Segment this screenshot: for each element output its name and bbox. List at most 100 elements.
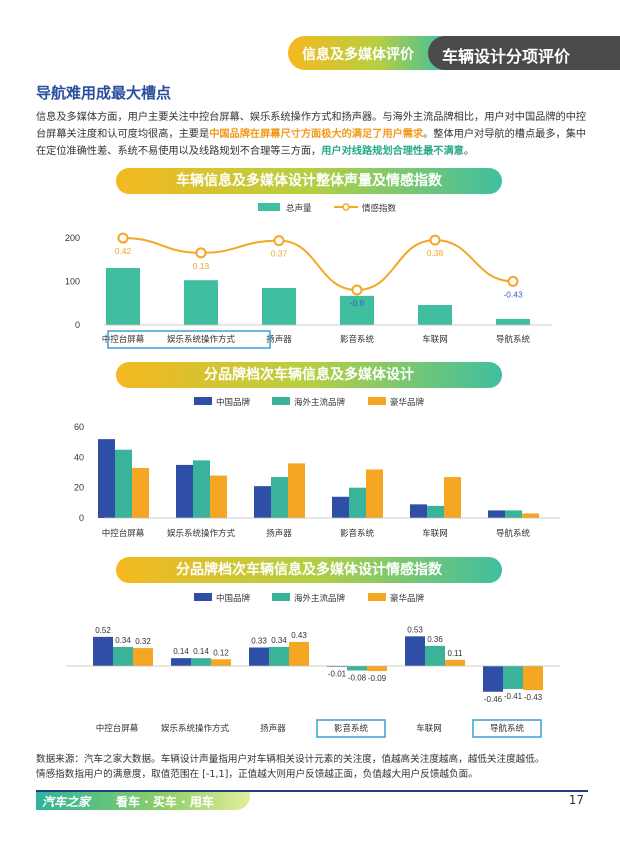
data-label: 0.36 — [427, 635, 443, 644]
footer-divider — [36, 790, 588, 792]
legend-marker-sentiment — [342, 203, 350, 211]
intro-highlight-2: 用户对线路规划合理性最不满意 — [321, 146, 464, 157]
chart2-title: 分品牌档次车辆信息及多媒体设计 — [116, 362, 502, 388]
legend-swatch — [368, 397, 386, 405]
x-tick-label: 中控台屏幕 — [102, 528, 145, 538]
chart3-svg: 中国品牌 海外主流品牌 豪华品牌 0.52 0.14 0.33 -0.01 0.53 -0.46… — [66, 593, 560, 738]
data-label: -0.43 — [524, 693, 543, 702]
bar-volume — [184, 280, 218, 325]
y-tick-label: 0 — [75, 320, 80, 330]
data-label: 0.14 — [173, 647, 189, 656]
section-title: 导航难用成最大槽点 — [36, 84, 172, 102]
bar-1 — [269, 646, 289, 666]
x-tick-label: 导航系统 — [496, 528, 531, 538]
intro-text-3: 。 — [463, 146, 475, 157]
bar-1 — [349, 487, 366, 518]
highlight-box — [107, 330, 271, 349]
bar-volume — [262, 288, 296, 325]
bar-2 — [133, 648, 153, 666]
bar-1 — [505, 510, 522, 518]
x-tick-label: 影音系统 — [340, 334, 375, 344]
legend-label: 海外主流品牌 — [294, 397, 346, 407]
sentiment-data-label: -0.43 — [503, 289, 523, 299]
data-label: 0.34 — [271, 636, 287, 645]
x-tick-label: 扬声器 — [266, 334, 292, 344]
x-tick-label: 扬声器 — [260, 723, 286, 733]
bar-2 — [211, 659, 231, 666]
y-tick-label: 40 — [74, 452, 84, 462]
bar-1 — [113, 646, 133, 666]
bar-0 — [332, 496, 349, 518]
x-tick-label: 车联网 — [416, 723, 442, 733]
legend-swatch-volume — [258, 203, 280, 211]
intro-highlight-1: 中国品牌在屏幕尺寸方面极大的满足了用户需求 — [209, 129, 424, 140]
bar-1 — [427, 505, 444, 518]
page-number: 17 — [568, 793, 584, 807]
bar-volume — [106, 268, 140, 325]
sentiment-data-label: 0.13 — [193, 261, 210, 271]
bar-2 — [367, 666, 387, 672]
bar-0 — [171, 658, 191, 666]
legend-label: 海外主流品牌 — [294, 593, 346, 603]
data-label: -0.41 — [504, 692, 523, 701]
x-tick-label: 影音系统 — [340, 528, 375, 538]
bar-1 — [193, 460, 210, 518]
data-label: 0.33 — [251, 637, 267, 646]
bar-0 — [483, 666, 503, 692]
sentiment-point — [507, 275, 519, 287]
bar-0 — [98, 439, 115, 518]
bar-0 — [405, 636, 425, 666]
x-tick-label: 娱乐系统操作方式 — [167, 528, 236, 538]
highlight-box — [316, 719, 386, 738]
sentiment-point — [117, 232, 129, 244]
data-label: 0.12 — [213, 648, 229, 657]
bar-0 — [176, 464, 193, 518]
legend-label: 中国品牌 — [216, 397, 251, 407]
y-tick-label: 60 — [74, 422, 84, 432]
footer-brand: 汽车之家 看车 · 买车 · 用车 — [36, 792, 250, 810]
legend-swatch — [194, 593, 212, 601]
bar-2 — [366, 469, 383, 518]
sentiment-data-label: 0.37 — [271, 249, 288, 259]
brand-logo: 汽车之家 — [42, 795, 91, 809]
legend-swatch — [194, 397, 212, 405]
x-tick-label: 导航系统 — [496, 334, 531, 344]
sentiment-data-label: 0.42 — [115, 246, 132, 256]
data-label: 0.34 — [115, 636, 131, 645]
bar-2 — [445, 659, 465, 666]
sentiment-point — [429, 234, 441, 246]
bar-1 — [191, 658, 211, 666]
sentiment-data-label: -0.6 — [350, 298, 365, 308]
bar-0 — [327, 666, 347, 667]
y-tick-label: 200 — [65, 233, 80, 243]
data-label: -0.09 — [368, 674, 387, 683]
data-note-line-1: 数据来源：汽车之家大数据。车辆设计声量指用户对车辆相关设计元素的关注度，值越高关… — [36, 754, 545, 765]
data-note-line-2: 情感指数指用户的满意度，取值范围在 [-1,1]，正值越大则用户反馈越正面，负值… — [36, 769, 478, 780]
legend-label: 豪华品牌 — [390, 397, 425, 407]
brand-slogan: 看车 · 买车 · 用车 — [116, 795, 214, 809]
intro-text-2: 。整体用户对导航的槽点最多，集中在定位准确性差、系统不易使用以及线路规划不合理等… — [36, 129, 587, 157]
x-tick-label: 扬声器 — [266, 528, 292, 538]
header-tabs: 信息及多媒体评价 车辆设计分项评价 — [288, 36, 620, 70]
tab-vehicle-design: 车辆设计分项评价 — [428, 36, 620, 70]
legend-swatch — [368, 593, 386, 601]
x-tick-label: 中控台屏幕 — [96, 723, 139, 733]
bar-2 — [522, 513, 539, 518]
tab-multimedia: 信息及多媒体评价 — [288, 36, 448, 70]
x-tick-label: 娱乐系统操作方式 — [167, 334, 236, 344]
x-tick-label: 车联网 — [422, 334, 448, 344]
sentiment-point — [273, 235, 285, 247]
bar-1 — [425, 645, 445, 666]
x-tick-label: 中控台屏幕 — [102, 334, 145, 344]
sentiment-line — [122, 237, 514, 292]
legend-swatch — [272, 593, 290, 601]
bar-1 — [271, 477, 288, 518]
legend-label-sentiment: 情感指数 — [362, 203, 397, 213]
data-label: 0.53 — [407, 625, 423, 634]
chart3-title: 分品牌档次车辆信息及多媒体设计情感指数 — [116, 557, 502, 583]
x-tick-label: 影音系统 — [334, 723, 369, 733]
bar-0 — [410, 504, 427, 518]
x-tick-label: 导航系统 — [490, 723, 525, 733]
chart1-title: 车辆信息及多媒体设计整体声量及情感指数 — [116, 168, 502, 194]
chart2-svg: 中国品牌 海外主流品牌 豪华品牌 0 20 40 60 中控台屏幕 娱乐系统操作方式 扬声器 影音系… — [74, 397, 560, 538]
